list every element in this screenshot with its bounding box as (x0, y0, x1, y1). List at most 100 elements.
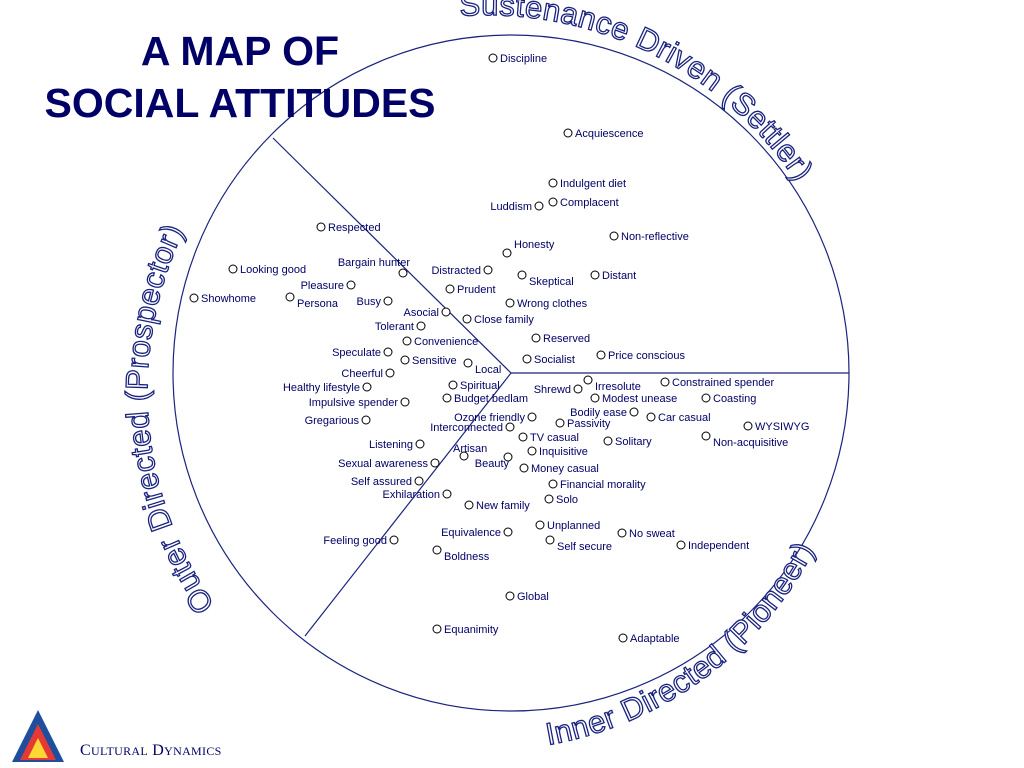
attitude-label: Impulsive spender (309, 397, 399, 409)
attitude-node: Cheerful (341, 368, 395, 380)
attitude-node: No sweat (617, 528, 675, 540)
attitude-node: Prudent (445, 284, 496, 296)
attitude-label: Asocial (404, 307, 439, 319)
attitude-dot (617, 528, 627, 538)
attitude-dot (442, 393, 452, 403)
attitude-node: Sexual awareness (338, 458, 440, 470)
attitude-label: Close family (474, 314, 534, 326)
attitude-label: Persona (297, 298, 339, 310)
attitude-node: Budget bedlam (442, 393, 528, 405)
attitude-label: Distant (602, 270, 636, 282)
attitude-node: Asocial (404, 307, 451, 319)
page-title-line-2: SOCIAL ATTITUDES (44, 80, 436, 126)
attitude-node: Equivalence (441, 527, 513, 539)
attitude-label: Socialist (534, 354, 575, 366)
attitude-dot (402, 336, 412, 346)
attitude-label: Tolerant (375, 321, 414, 333)
attitude-dot (505, 298, 515, 308)
attitude-node: Passivity (555, 418, 611, 430)
attitude-node: Non-acquisitive (701, 431, 788, 449)
attitude-dot (398, 268, 408, 278)
attitude-dot (503, 527, 513, 537)
attitude-label: Convenience (414, 336, 478, 348)
attitude-node: Distant (590, 270, 636, 282)
attitude-label: Solitary (615, 436, 652, 448)
attitude-node: Financial morality (548, 479, 646, 491)
attitude-label: Money casual (531, 463, 599, 475)
attitude-nodes: Discipline Acquiescence Indulgent diet Comp… (189, 53, 809, 645)
attitude-node: Busy (357, 296, 393, 308)
attitude-dot (544, 494, 554, 504)
attitude-node: Local (463, 358, 501, 376)
divider-line-upper (272, 137, 512, 374)
attitude-label: Acquiescence (575, 128, 644, 140)
attitude-label: Modest unease (602, 393, 677, 405)
attitude-label: Spiritual (460, 380, 500, 392)
attitude-dot (629, 407, 639, 417)
attitude-label: Local (475, 364, 501, 376)
attitude-label: Solo (556, 494, 578, 506)
attitude-node: Honesty (502, 239, 555, 258)
attitude-label: Budget bedlam (454, 393, 528, 405)
attitude-label: Beauty (475, 458, 510, 470)
attitude-dot (535, 520, 545, 530)
attitude-node: Persona (285, 292, 339, 310)
logo-inner-triangle (28, 738, 48, 758)
attitude-label: Non-acquisitive (713, 437, 788, 449)
attitude-dot (430, 458, 440, 468)
segment-label-inner-text: Inner Directed (Pioneer) (542, 535, 821, 752)
attitude-node: Gregarious (305, 415, 371, 427)
attitude-label: Global (517, 591, 549, 603)
brand-rest-1: ULTURAL (90, 744, 148, 758)
attitude-label: Listening (369, 439, 413, 451)
attitude-dot (442, 489, 452, 499)
attitude-label: Luddism (490, 201, 532, 213)
attitude-node: Convenience (402, 336, 478, 348)
attitude-dot (448, 380, 458, 390)
attitude-dot (505, 422, 515, 432)
attitude-label: Honesty (514, 239, 555, 251)
attitude-label: Ozone friendly (454, 412, 525, 424)
cultural-dynamics-logo (12, 710, 64, 762)
attitude-dot (488, 53, 498, 63)
attitude-dot (441, 307, 451, 317)
attitude-node: Boldness (432, 545, 490, 563)
attitude-node: Socialist (522, 354, 575, 366)
attitude-dot (555, 418, 565, 428)
brand-name: CULTURAL DYNAMICS (80, 742, 222, 760)
attitude-label: Shrewd (534, 384, 571, 396)
attitude-node: Shrewd (534, 384, 583, 396)
attitude-label: Constrained spender (672, 377, 774, 389)
attitude-label: Self assured (351, 476, 412, 488)
attitude-label: Non-reflective (621, 231, 689, 243)
attitude-node: Car casual (646, 412, 711, 424)
attitude-dot (385, 368, 395, 378)
attitude-label: Price conscious (608, 350, 686, 362)
brand-initial-1: C (80, 742, 91, 759)
attitude-dot (361, 415, 371, 425)
attitude-dot (483, 265, 493, 275)
attitude-node: Distracted (431, 265, 493, 277)
attitude-label: Car casual (658, 412, 711, 424)
attitude-dot (414, 476, 424, 486)
attitude-label: Equanimity (444, 624, 499, 636)
attitude-label: Interconnected (430, 422, 503, 434)
attitude-dot (548, 479, 558, 489)
attitude-label: Inquisitive (539, 446, 588, 458)
attitude-label: Healthy lifestyle (283, 382, 360, 394)
attitude-label: Coasting (713, 393, 756, 405)
attitude-label: Distracted (431, 265, 481, 277)
attitude-label: New family (476, 500, 530, 512)
attitude-dot (459, 451, 469, 461)
attitude-dot (596, 350, 606, 360)
attitude-label: Independent (688, 540, 749, 552)
attitude-node: Beauty (475, 452, 513, 470)
attitude-dot (415, 439, 425, 449)
attitude-label: Cheerful (341, 368, 383, 380)
attitude-label: Pleasure (301, 280, 344, 292)
attitude-dot (527, 412, 537, 422)
attitude-dot (590, 270, 600, 280)
brand-initial-2: D (152, 742, 165, 759)
attitude-dot (548, 178, 558, 188)
